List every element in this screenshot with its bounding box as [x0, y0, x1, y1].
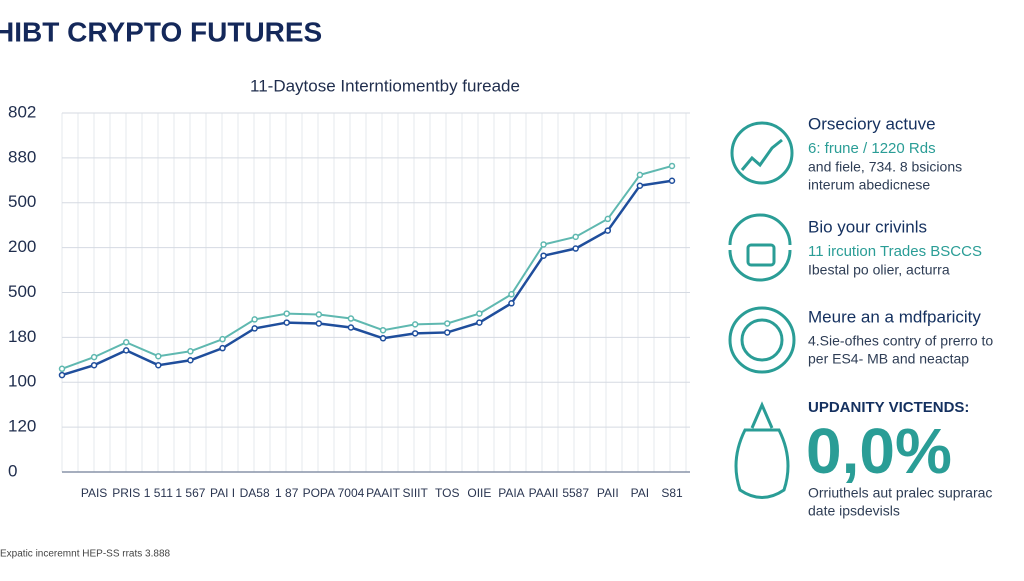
x-tick-label: 7004: [338, 486, 365, 500]
panel-highlight: 6: frune / 1220 Rds: [808, 140, 936, 157]
y-tick-label: 200: [8, 237, 36, 256]
point: [379, 335, 387, 342]
y-tick-label: 100: [8, 372, 36, 391]
point: [411, 330, 419, 337]
x-tick-label: SIIIT: [402, 486, 428, 500]
x-tick-label: PAAIT: [366, 486, 400, 500]
point: [90, 361, 98, 369]
x-tick-label: OIIE: [467, 486, 491, 500]
point: [251, 316, 258, 323]
panel-heading: Meure an a mdfparicity: [808, 307, 981, 326]
panel-text: and fiele, 734. 8 bsicions: [808, 159, 962, 175]
panel-text: per ES4- MB and neactap: [808, 351, 969, 367]
point: [444, 320, 451, 327]
point: [476, 319, 483, 326]
point: [572, 245, 579, 252]
x-tick-label: PAI I: [210, 486, 235, 500]
icon-bag-tie: [750, 401, 774, 429]
title: HIBT CRYPTO FUTURES: [0, 16, 322, 47]
panel-heading: UPDANITY VICTENDS:: [808, 399, 969, 416]
point: [379, 326, 387, 334]
point: [476, 310, 483, 317]
point: [540, 241, 547, 248]
point: [155, 352, 162, 360]
point: [251, 325, 258, 332]
point: [347, 315, 355, 322]
x-tick-label: 1 511: [144, 486, 173, 500]
point: [540, 252, 547, 259]
y-tick-label: 802: [8, 102, 36, 121]
icon-chart-line: [740, 138, 783, 171]
panel-text: interum abedicnese: [808, 177, 930, 193]
point: [444, 329, 451, 336]
point: [219, 335, 226, 343]
panel-value: 0,0%: [806, 415, 952, 487]
x-tick-label: 1 87: [275, 486, 299, 500]
series-line: [61, 164, 673, 370]
icon-chart: [730, 121, 794, 185]
point: [187, 357, 194, 364]
x-tick-label: TOS: [435, 486, 459, 500]
panel-text: Orriuthels aut pralec suprarac: [808, 485, 992, 501]
point: [315, 320, 323, 327]
point: [636, 171, 644, 179]
panel-icons: [728, 121, 796, 499]
icon-cycle: [728, 249, 792, 282]
x-tick-label: DA58: [240, 486, 270, 500]
icon-cash: [746, 243, 776, 267]
y-tick-label: 120: [8, 417, 36, 436]
point: [122, 347, 130, 354]
icon-bag: [734, 428, 790, 499]
icon-cycle: [728, 213, 792, 246]
point: [636, 182, 644, 189]
x-tick-label: PAIA: [498, 486, 524, 500]
icon-coin-inner: [740, 318, 784, 362]
y-tick-label: 500: [8, 192, 36, 211]
series-line: [61, 179, 673, 377]
panel-text: date ipsdevisls: [808, 503, 900, 519]
point: [315, 311, 323, 318]
point: [58, 371, 66, 379]
point: [572, 233, 579, 241]
x-tick-label: PRIS: [112, 486, 140, 500]
point: [219, 344, 226, 352]
point: [58, 365, 66, 373]
y-tick-label: 500: [8, 282, 36, 301]
subtitle: 11-Daytose Interntiomentby fureade: [250, 76, 520, 95]
panel-heading: Orseciory actuve: [808, 114, 936, 133]
x-tick-label: 5587: [562, 486, 589, 500]
x-tick-label: PAII: [597, 486, 619, 500]
point: [283, 310, 290, 317]
panel-highlight: 11 ircution Trades BSCCS: [808, 243, 982, 260]
y-tick-label: 0: [8, 461, 17, 480]
panel-heading: Bio your crivinls: [808, 217, 927, 236]
panel-text: 4.Sie-ofhes contry of prerro to: [808, 333, 993, 349]
point: [604, 227, 612, 234]
y-tick-label: 880: [8, 147, 36, 166]
footnote: Expatic inceremnt HEP-SS rrats 3.888: [0, 549, 171, 560]
x-tick-label: PAIS: [81, 486, 107, 500]
point: [155, 361, 162, 369]
x-tick-label: POPA: [303, 486, 335, 500]
point: [283, 319, 290, 326]
x-tick-label: PAAII: [529, 486, 559, 500]
point: [668, 162, 676, 170]
point: [187, 348, 194, 355]
point: [411, 321, 419, 328]
y-tick-label: 180: [8, 327, 36, 346]
panel-text: Ibestal po olier, acturra: [808, 262, 950, 278]
point: [508, 300, 515, 307]
icon-coin: [728, 306, 796, 374]
point: [668, 177, 676, 185]
x-tick-label: PAI: [631, 486, 649, 500]
point: [90, 353, 98, 361]
point: [347, 324, 355, 331]
x-tick-label: S81: [661, 486, 683, 500]
point: [604, 215, 612, 223]
x-tick-label: 1 567: [175, 486, 205, 500]
point: [122, 339, 130, 346]
point: [508, 291, 515, 298]
